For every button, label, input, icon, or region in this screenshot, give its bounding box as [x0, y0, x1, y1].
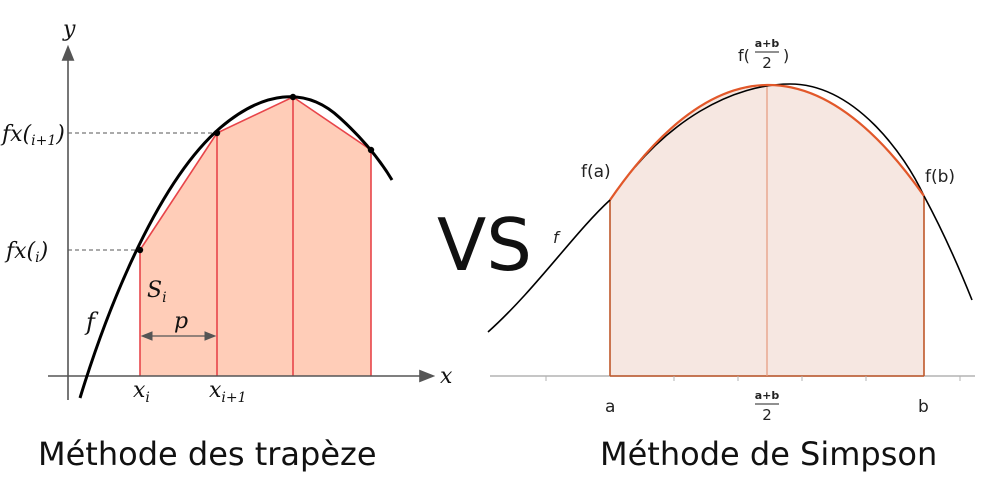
simpson-parabola — [609, 83, 925, 201]
p-label: p — [174, 309, 188, 334]
function-curve — [78, 95, 394, 399]
svg-text:a+b: a+b — [755, 37, 780, 50]
f-label: f — [84, 308, 99, 336]
x-axis-label: x — [440, 364, 453, 389]
svg-text:2: 2 — [762, 406, 772, 424]
fx-i-label: fx(i) — [4, 239, 48, 266]
mid-x-label: a+b 2 — [755, 389, 780, 424]
y-axis-label: y — [62, 17, 76, 42]
trapezoid-area-1 — [140, 133, 217, 376]
simpson-caption: Méthode de Simpson — [600, 435, 937, 473]
f-mid-label: f( a+b 2 ) — [738, 37, 789, 72]
trapezoid-caption: Méthode des trapèze — [38, 435, 377, 473]
b-label: b — [918, 397, 929, 417]
simpson-f-label: f — [553, 228, 561, 247]
simpson-panel: f f(a) f(b) f( a+b 2 ) a a+b 2 b Méthode… — [487, 37, 975, 473]
svg-text:f(: f( — [738, 46, 750, 65]
svg-text:a+b: a+b — [755, 389, 780, 402]
dashed-guides — [68, 132, 217, 251]
svg-text:2: 2 — [762, 54, 772, 72]
trapezoid-panel: y x f fx(i) fx(i+1) Si p xi xi+1 Méthode… — [0, 17, 453, 473]
svg-text:): ) — [783, 46, 789, 65]
x-i1-label: xi+1 — [209, 378, 247, 406]
s-i-label: Si — [147, 278, 167, 306]
x-i-label: xi — [133, 378, 150, 406]
trapezoid-edges — [139, 96, 372, 376]
f-a-label: f(a) — [581, 162, 611, 182]
vs-label: VS — [437, 203, 532, 287]
trapezoid-area-2 — [217, 97, 293, 376]
curve-points — [136, 93, 375, 254]
f-b-label: f(b) — [925, 167, 955, 187]
simpson-function-curve — [487, 83, 973, 333]
simpson-ticks — [545, 376, 961, 381]
trapezoid-area-3 — [293, 97, 371, 376]
a-label: a — [605, 397, 615, 417]
fx-i1-label: fx(i+1) — [0, 122, 65, 149]
